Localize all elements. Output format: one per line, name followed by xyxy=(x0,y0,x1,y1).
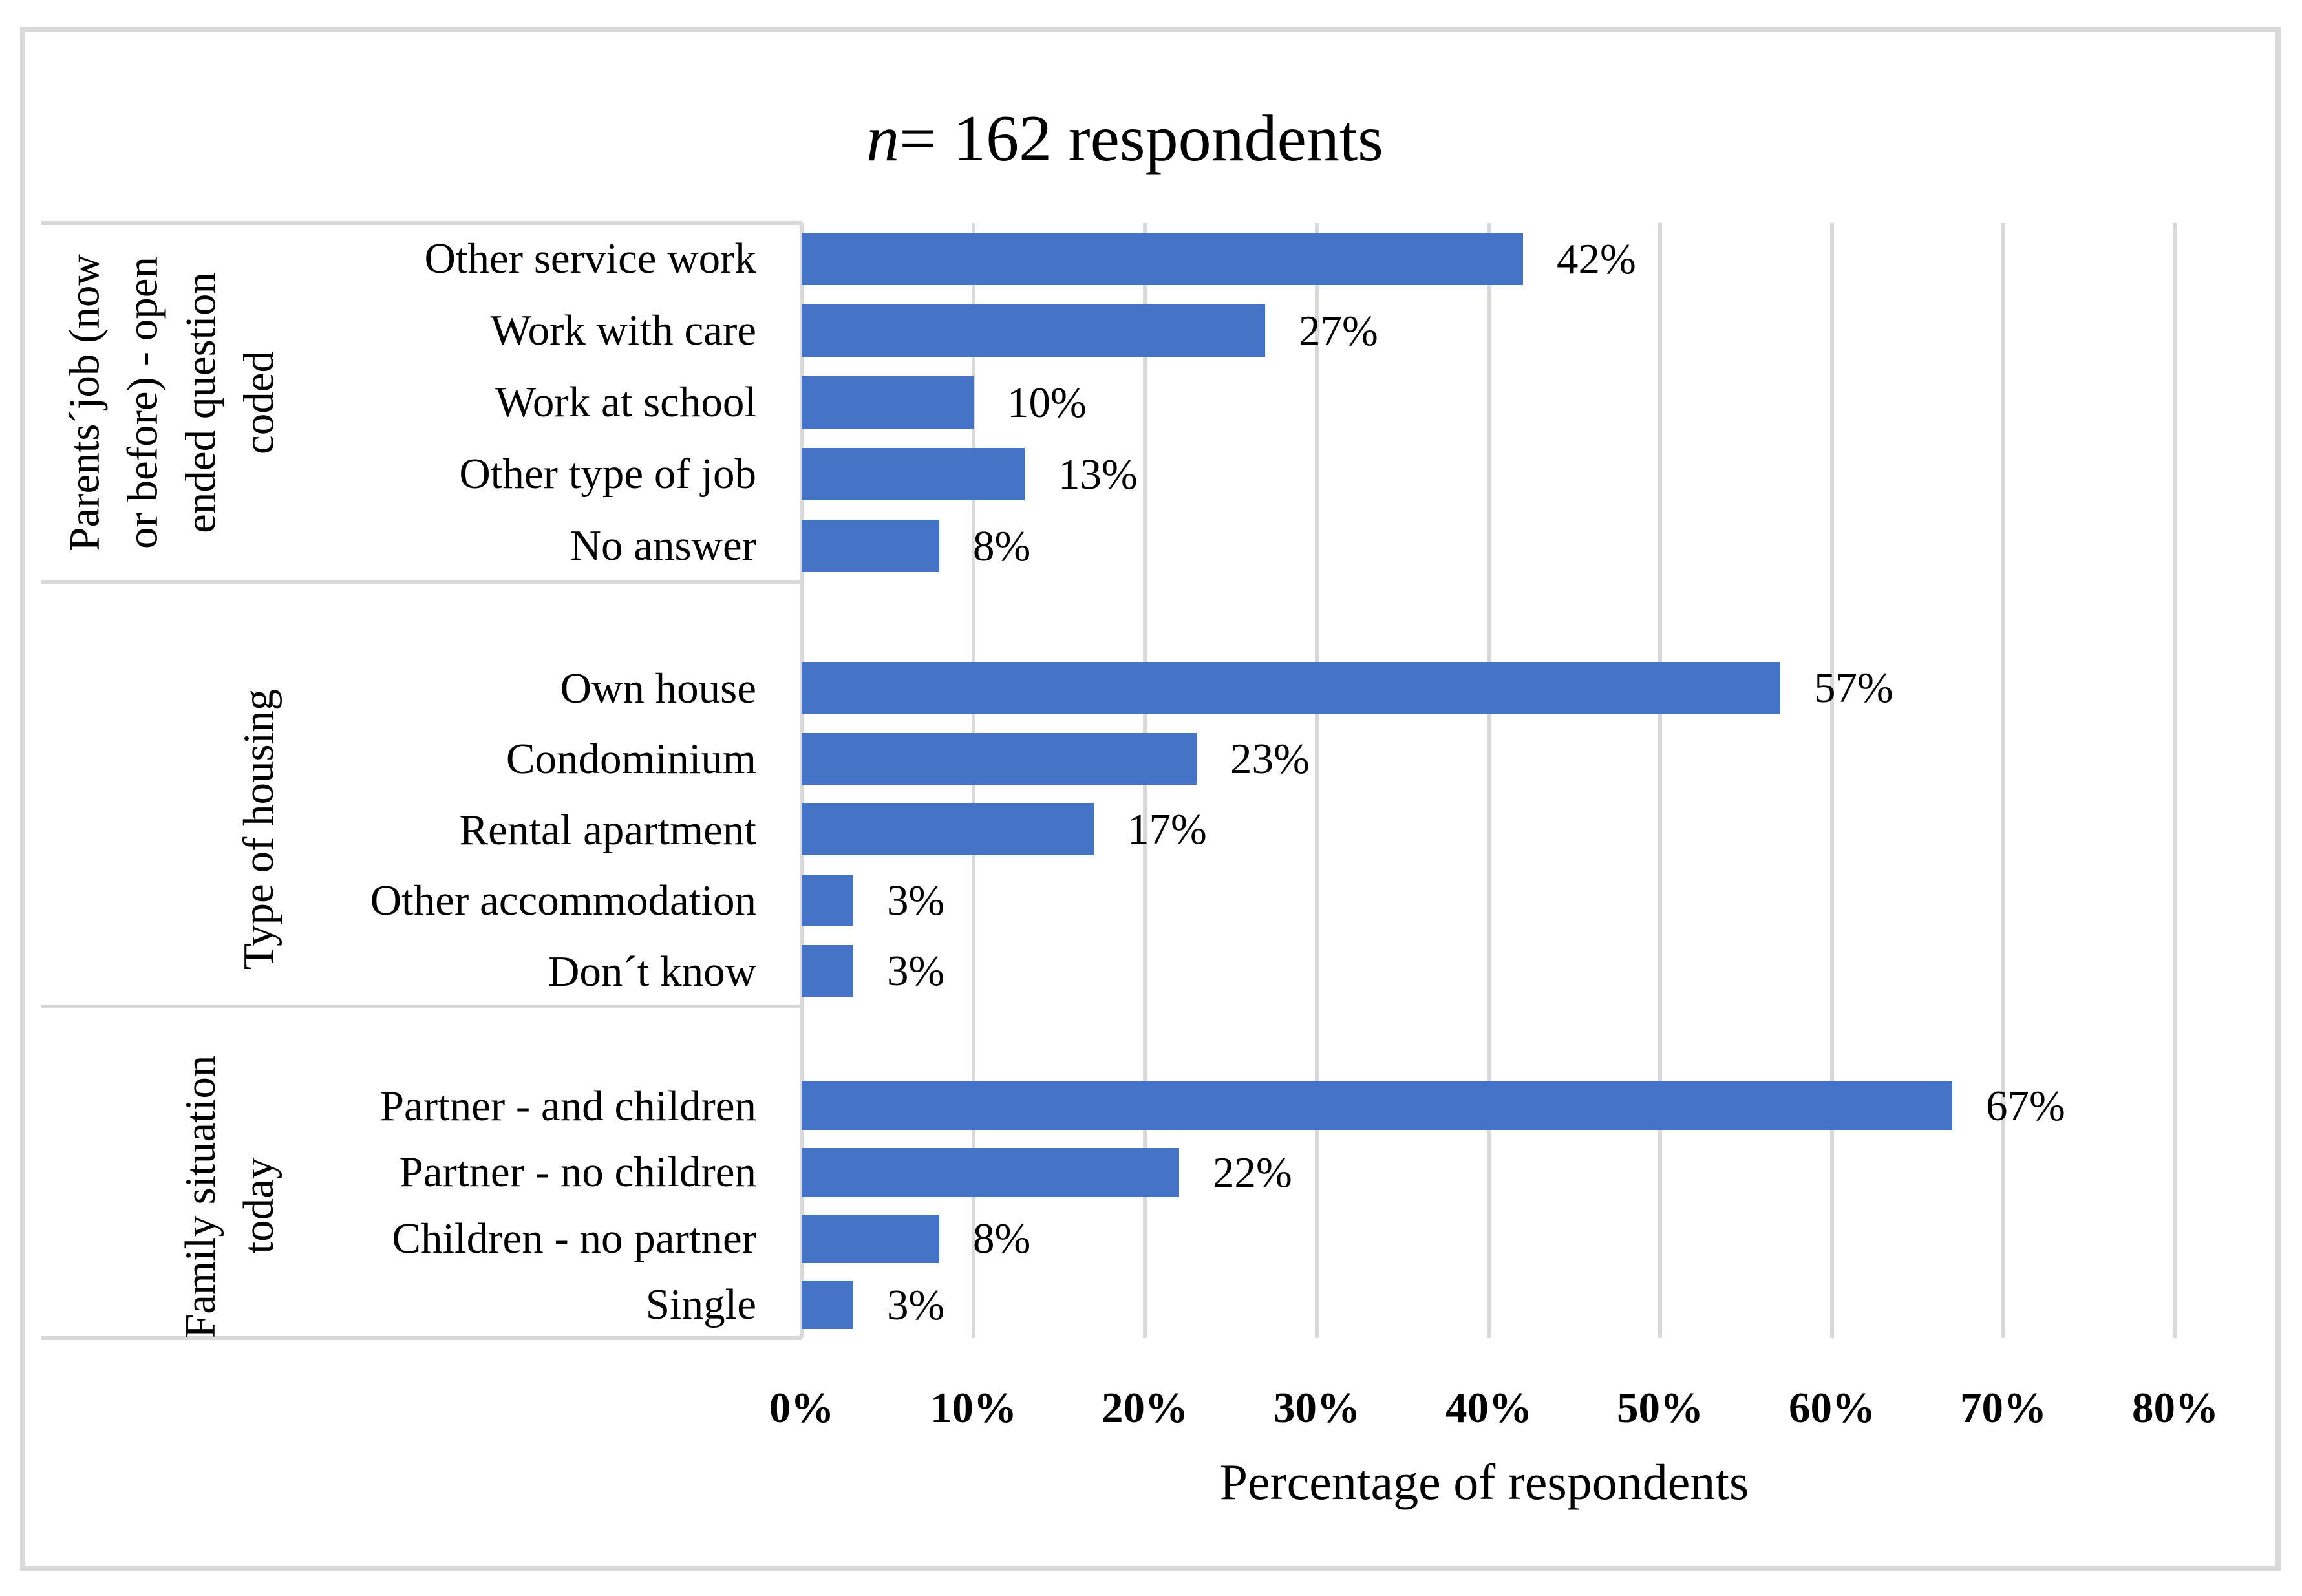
x-tick-label-40: 40% xyxy=(1445,1384,1532,1432)
value-label-2-2: 8% xyxy=(973,1215,1031,1262)
value-label-2-3: 3% xyxy=(887,1281,945,1329)
bar-2-3 xyxy=(802,1281,853,1329)
group-label-1: Type of housing xyxy=(235,688,282,970)
category-label-1-2: Rental apartment xyxy=(459,806,756,854)
value-label-0-2: 10% xyxy=(1007,379,1087,427)
category-label-2-3: Single xyxy=(645,1281,756,1328)
category-label-0-0: Other service work xyxy=(424,235,756,282)
category-label-1-4: Don´t know xyxy=(548,948,756,995)
x-axis-title: Percentage of respondents xyxy=(1219,1454,1749,1510)
value-label-0-3: 13% xyxy=(1058,451,1138,498)
bar-1-4 xyxy=(802,945,853,997)
bar-1-0 xyxy=(802,662,1780,714)
category-label-2-1: Partner - no children xyxy=(399,1148,756,1196)
bar-2-0 xyxy=(802,1081,1952,1130)
gridline-80 xyxy=(2173,223,2177,1338)
group-label-2: Family situation today xyxy=(176,1055,282,1338)
gridline-40 xyxy=(1487,223,1491,1338)
value-label-0-4: 8% xyxy=(973,522,1031,570)
bar-2-2 xyxy=(802,1215,939,1263)
category-separator-0 xyxy=(41,221,802,225)
bar-0-3 xyxy=(802,448,1025,500)
x-tick-label-50: 50% xyxy=(1617,1384,1703,1432)
x-tick-label-10: 10% xyxy=(930,1384,1017,1432)
category-separator-3 xyxy=(41,1336,802,1340)
category-separator-1 xyxy=(41,580,802,584)
chart-title-rest: = 162 respondents xyxy=(899,102,1383,175)
bar-1-3 xyxy=(802,875,853,926)
value-label-1-1: 23% xyxy=(1230,735,1310,783)
value-label-2-0: 67% xyxy=(1986,1082,2065,1130)
value-label-2-1: 22% xyxy=(1213,1149,1292,1197)
gridline-30 xyxy=(1315,223,1319,1338)
category-separator-2 xyxy=(41,1005,802,1008)
group-label-0: Parents´job (now or before) - open ended… xyxy=(60,254,283,551)
value-label-0-1: 27% xyxy=(1299,307,1378,355)
bar-0-2 xyxy=(802,376,974,429)
x-tick-label-60: 60% xyxy=(1789,1384,1875,1432)
x-tick-label-70: 70% xyxy=(1960,1384,2047,1432)
category-label-0-4: No answer xyxy=(570,522,756,569)
x-tick-label-20: 20% xyxy=(1102,1384,1188,1432)
category-label-1-1: Condominium xyxy=(506,735,756,783)
x-tick-label-30: 30% xyxy=(1274,1384,1360,1432)
bar-0-1 xyxy=(802,304,1265,357)
bar-1-2 xyxy=(802,803,1094,855)
gridline-60 xyxy=(1830,223,1834,1338)
x-tick-label-0: 0% xyxy=(769,1384,835,1432)
chart-title: n= 162 respondents xyxy=(0,97,2250,181)
category-label-1-3: Other accommodation xyxy=(370,877,756,924)
value-label-1-0: 57% xyxy=(1814,664,1893,712)
bar-2-1 xyxy=(802,1148,1179,1197)
gridline-70 xyxy=(2001,223,2005,1338)
category-label-2-0: Partner - and children xyxy=(379,1082,756,1130)
value-label-1-2: 17% xyxy=(1127,805,1207,853)
x-tick-label-80: 80% xyxy=(2132,1384,2219,1432)
bar-1-1 xyxy=(802,733,1197,785)
category-label-2-2: Children - no partner xyxy=(392,1215,756,1262)
value-label-1-4: 3% xyxy=(887,947,945,995)
category-label-1-0: Own house xyxy=(560,665,756,712)
category-label-0-3: Other type of job xyxy=(459,450,756,498)
category-label-0-2: Work at school xyxy=(495,378,756,426)
chart-title-n: n xyxy=(866,102,900,175)
bar-0-0 xyxy=(802,233,1523,285)
gridline-50 xyxy=(1658,223,1662,1338)
bar-0-4 xyxy=(802,520,939,572)
value-label-1-3: 3% xyxy=(887,877,945,924)
category-label-0-1: Work with care xyxy=(490,306,756,354)
value-label-0-0: 42% xyxy=(1557,235,1636,283)
